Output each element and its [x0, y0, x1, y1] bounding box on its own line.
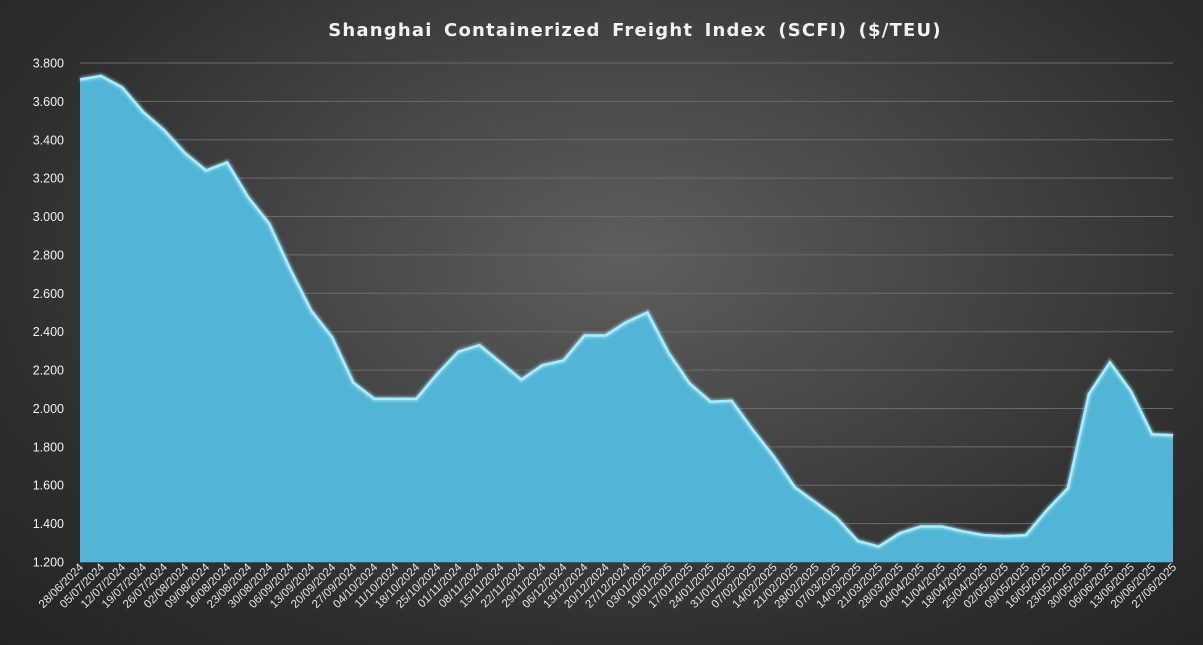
area-fill: [80, 75, 1173, 563]
y-tick-label: 3.400: [33, 133, 64, 147]
y-tick-label: 2.200: [33, 364, 64, 378]
y-tick-label: 3.600: [33, 95, 64, 109]
y-tick-label: 3.800: [33, 57, 64, 71]
y-tick-label: 3.200: [33, 172, 64, 186]
y-tick-label: 2.600: [33, 287, 64, 301]
y-tick-label: 1.400: [33, 517, 64, 531]
x-axis-ticks: 28/06/202405/07/202412/07/202419/07/2024…: [37, 561, 1179, 611]
area-series: [79, 73, 1174, 563]
y-tick-label: 3.000: [33, 210, 64, 224]
y-axis-ticks: 1.200 1.400 1.600 1.800 2.000 2.200 2.400 2.600…: [33, 57, 64, 570]
y-tick-label: 1.600: [33, 479, 64, 493]
y-tick-label: 2.000: [33, 402, 64, 416]
y-tick-label: 2.400: [33, 325, 64, 339]
chart-title: Shanghai Containerized Freight Index (SC…: [328, 20, 942, 41]
area-line: [79, 74, 1174, 548]
y-tick-label: 1.800: [33, 440, 64, 454]
y-tick-label: 1.200: [33, 556, 64, 570]
y-tick-label: 2.800: [33, 248, 64, 262]
